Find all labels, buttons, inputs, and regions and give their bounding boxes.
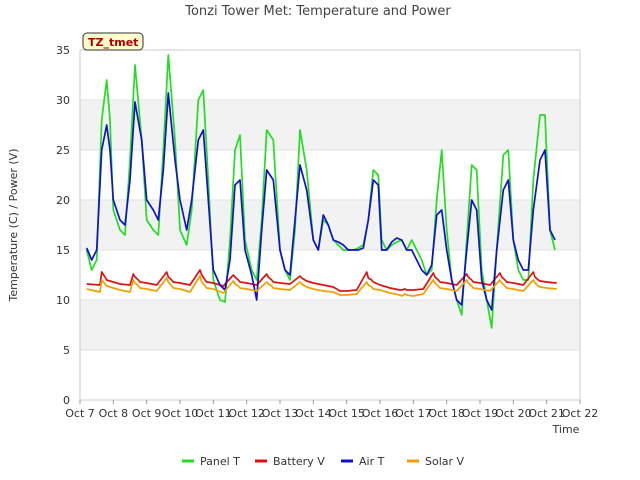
series-line-battery-v (86, 269, 557, 292)
series-line-solar-v (86, 275, 557, 297)
y-tick-label: 0 (63, 394, 70, 407)
x-tick-label: Oct 22 (562, 407, 599, 420)
plot-band (80, 50, 580, 100)
y-tick-label: 35 (56, 44, 70, 57)
plot-band (80, 200, 580, 250)
x-tick-label: Oct 11 (195, 407, 232, 420)
plot-band (80, 300, 580, 350)
legend-label-air-t: Air T (359, 455, 385, 468)
station-badge: TZ_tmet (82, 32, 144, 51)
station-badge-box (82, 32, 144, 51)
legend-label-panel-t: Panel T (200, 455, 240, 468)
x-tick-label: Oct 8 (99, 407, 129, 420)
series-line-air-t (85, 92, 556, 311)
series-group (85, 54, 557, 329)
plot-band (80, 150, 580, 200)
y-tick-label: 15 (56, 244, 70, 257)
x-tick-label: Oct 19 (462, 407, 499, 420)
chart-title: Tonzi Tower Met: Temperature and Power (184, 4, 451, 19)
x-tick-label: Oct 12 (228, 407, 265, 420)
x-tick-label: Oct 15 (328, 407, 365, 420)
legend-label-battery-v: Battery V (273, 455, 325, 468)
y-axis-ticks: 0 5 10 15 20 25 30 35 (56, 44, 70, 407)
x-tick-label: Oct 14 (295, 407, 332, 420)
plot-band (80, 350, 580, 400)
y-tick-label: 5 (63, 344, 70, 357)
x-tick-label: Oct 9 (132, 407, 162, 420)
x-tick-label: Oct 17 (395, 407, 432, 420)
y-tick-label: 10 (56, 294, 70, 307)
x-tick-label: Oct 13 (262, 407, 299, 420)
y-axis-label: Temperature (C) / Power (V) (7, 148, 20, 302)
y-tick-label: 25 (56, 144, 70, 157)
x-tick-label: Oct 21 (528, 407, 565, 420)
y-tick-label: 30 (56, 94, 70, 107)
legend: Panel T Battery V Air T Solar V (182, 455, 465, 468)
legend-label-solar-v: Solar V (425, 455, 465, 468)
x-tick-label: Oct 16 (362, 407, 399, 420)
x-tick-label: Oct 10 (162, 407, 199, 420)
plot-background (80, 50, 580, 400)
x-axis-label: Time (552, 423, 580, 436)
x-tick-label: Oct 20 (495, 407, 532, 420)
plot-frame (79, 49, 581, 401)
x-tick-label: Oct 18 (428, 407, 465, 420)
plot-band (80, 100, 580, 150)
y-tick-label: 20 (56, 194, 70, 207)
station-badge-label: TZ_tmet (88, 36, 138, 49)
x-tick-label: Oct 7 (65, 407, 95, 420)
